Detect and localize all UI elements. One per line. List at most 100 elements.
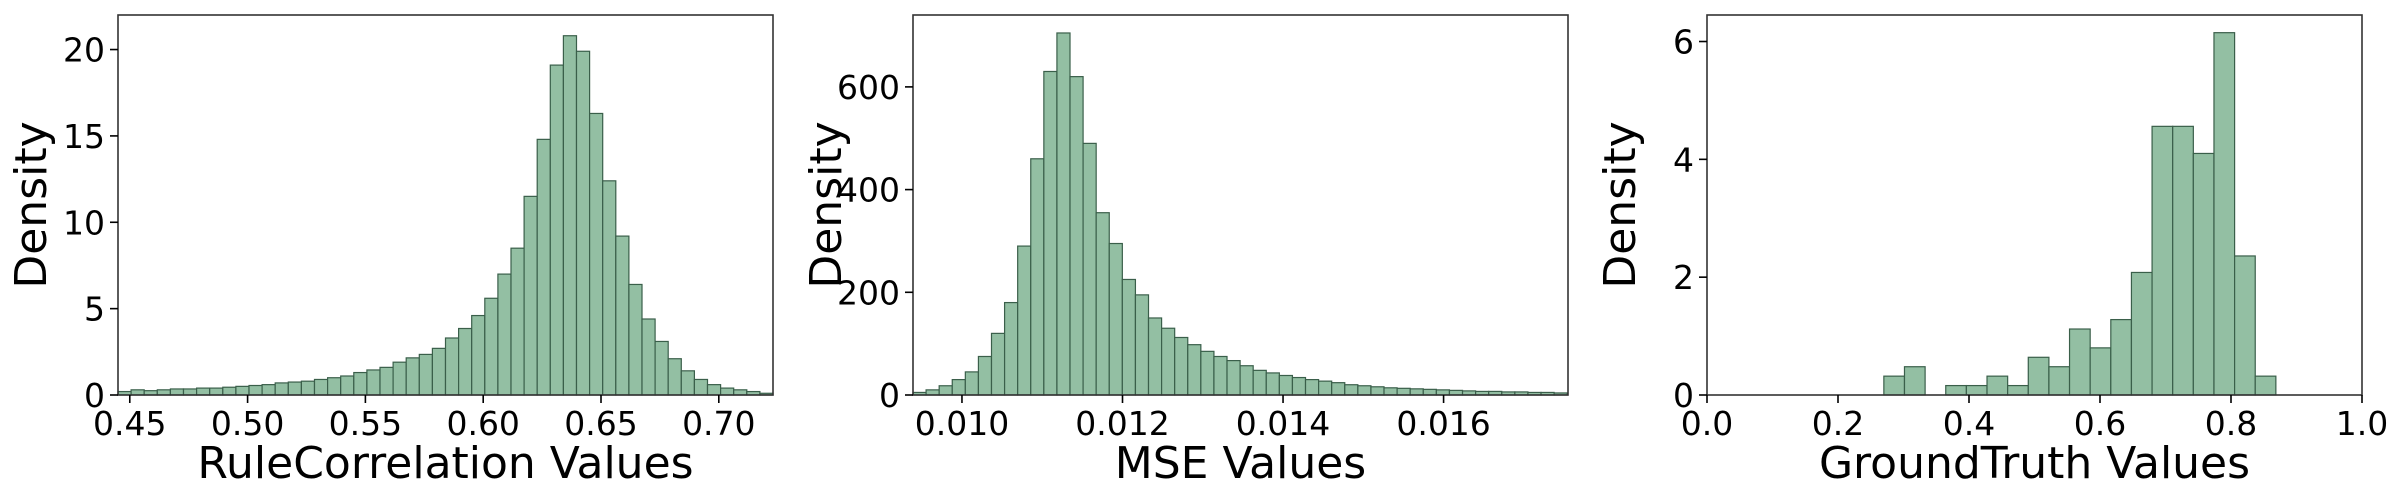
- groundtruth-bar: [2110, 318, 2133, 396]
- rulecorrelation-bar: [484, 297, 499, 396]
- mse-bar: [1134, 294, 1150, 396]
- rulecorrelation-bar: [536, 138, 551, 396]
- groundtruth-bar: [2027, 356, 2050, 396]
- groundtruth-bar: [1965, 384, 1988, 396]
- mse-bar: [1160, 327, 1176, 396]
- mse-bar: [1304, 378, 1320, 396]
- mse-bar: [1174, 336, 1189, 396]
- rulecorrelation-bar: [392, 361, 407, 396]
- rulecorrelation-bar: [628, 283, 643, 396]
- groundtruth-x-tick-label: 0.8: [2205, 404, 2257, 443]
- mse-bar: [1239, 365, 1254, 396]
- mse-bar: [964, 371, 980, 396]
- mse-bar: [1108, 242, 1123, 396]
- mse-x-tick-label: 0.010: [915, 404, 1009, 443]
- groundtruth-bar: [2130, 271, 2153, 396]
- rulecorrelation-bar: [248, 384, 263, 396]
- mse-bar: [1200, 350, 1215, 396]
- mse-bar: [1056, 32, 1071, 396]
- rulecorrelation-x-axis-label: RuleCorrelation Values: [197, 438, 693, 489]
- mse-x-tick-label: 0.012: [1075, 404, 1169, 443]
- rulecorrelation-bar: [444, 337, 460, 396]
- groundtruth-bar: [2254, 375, 2277, 396]
- mse-plot-frame: [912, 14, 1569, 396]
- mse-bar: [951, 378, 966, 396]
- rulecorrelation-y-tick-label: 0: [84, 376, 105, 415]
- rulecorrelation-bar: [575, 50, 591, 396]
- mse-bar: [1147, 317, 1163, 396]
- groundtruth-x-tick-label: 1.0: [2336, 404, 2388, 443]
- rulecorrelation-bar: [562, 35, 578, 396]
- rulecorrelation-bar: [588, 112, 604, 396]
- groundtruth-histogram-panel: 0.0 0.2 0.4 0.6 0.8 1.0 0 2 4 6 GroundTruth Values…: [1595, 14, 2388, 489]
- groundtruth-y-axis-label: Density: [1595, 121, 1646, 288]
- rulecorrelation-bar: [667, 358, 682, 396]
- rulecorrelation-bar: [300, 380, 316, 396]
- groundtruth-bar: [2068, 328, 2091, 396]
- groundtruth-bar: [2048, 366, 2071, 396]
- mse-x-axis-label: MSE Values: [1115, 438, 1366, 489]
- rulecorrelation-bar: [602, 180, 617, 396]
- groundtruth-bar: [2234, 255, 2256, 396]
- rulecorrelation-plot-frame: [117, 14, 774, 396]
- rulecorrelation-bar: [261, 384, 276, 396]
- mse-bar: [1265, 372, 1280, 396]
- groundtruth-x-tick-label: 0.2: [1812, 404, 1864, 443]
- rulecorrelation-bar: [510, 247, 525, 396]
- rulecorrelation-bar: [274, 382, 289, 396]
- rulecorrelation-bar: [549, 64, 564, 396]
- mse-bar: [1409, 388, 1424, 396]
- mse-bar: [1396, 387, 1411, 396]
- rulecorrelation-bars: [117, 35, 774, 396]
- groundtruth-x-tick-label: 0.0: [1681, 404, 1733, 443]
- rulecorrelation-bar: [235, 385, 250, 396]
- mse-y-tick-label: 600: [837, 68, 900, 107]
- mse-bars: [912, 32, 1568, 396]
- mse-bar: [1344, 384, 1359, 396]
- mse-bar: [1095, 212, 1110, 396]
- groundtruth-x-tick-label: 0.4: [1943, 404, 1995, 443]
- rulecorrelation-bar: [719, 387, 735, 396]
- rulecorrelation-bar: [182, 388, 198, 396]
- rulecorrelation-bar: [340, 375, 355, 396]
- rulecorrelation-y-tick-label: 15: [63, 117, 105, 156]
- mse-bar: [1331, 382, 1346, 396]
- mse-bar: [1069, 76, 1084, 396]
- groundtruth-bar: [1986, 375, 2009, 396]
- rulecorrelation-bar: [169, 388, 185, 396]
- groundtruth-bar: [2007, 384, 2029, 396]
- rulecorrelation-bar: [353, 371, 368, 396]
- rulecorrelation-bar: [458, 327, 473, 396]
- groundtruth-bar: [1945, 384, 1967, 396]
- mse-bar: [990, 332, 1006, 396]
- mse-bar: [1030, 158, 1045, 396]
- rulecorrelation-bar: [287, 381, 302, 396]
- rulecorrelation-bar: [418, 353, 433, 396]
- mse-bar: [1121, 278, 1137, 396]
- groundtruth-bar: [2151, 125, 2174, 396]
- mse-histogram-panel: 0.010 0.012 0.014 0.016 0 200 400 600 MSE Values…: [801, 14, 1569, 489]
- groundtruth-bar: [2213, 32, 2236, 396]
- rulecorrelation-x-tick-label: 0.50: [211, 404, 284, 443]
- rulecorrelation-bar: [615, 235, 630, 396]
- groundtruth-bar: [2172, 125, 2194, 396]
- mse-x-tick-label: 0.016: [1396, 404, 1490, 443]
- groundtruth-bar: [2089, 347, 2112, 396]
- mse-bar: [1278, 374, 1294, 396]
- rulecorrelation-bar: [222, 386, 237, 396]
- mse-bar: [1252, 369, 1267, 396]
- rulecorrelation-bar: [209, 387, 224, 396]
- rulecorrelation-bar: [196, 387, 211, 396]
- rulecorrelation-y-axis-label: Density: [6, 121, 57, 288]
- rulecorrelation-bar: [680, 370, 695, 396]
- rulecorrelation-y-tick-label: 5: [84, 290, 105, 329]
- rulecorrelation-bar: [497, 273, 512, 396]
- rulecorrelation-x-tick-label: 0.45: [93, 404, 166, 443]
- mse-bar: [1017, 245, 1032, 396]
- groundtruth-bar: [2192, 152, 2215, 396]
- rulecorrelation-bar: [523, 195, 538, 396]
- groundtruth-y-tick-label: 4: [1673, 140, 1694, 179]
- groundtruth-bars: [1883, 32, 2277, 396]
- mse-bar: [1043, 70, 1058, 396]
